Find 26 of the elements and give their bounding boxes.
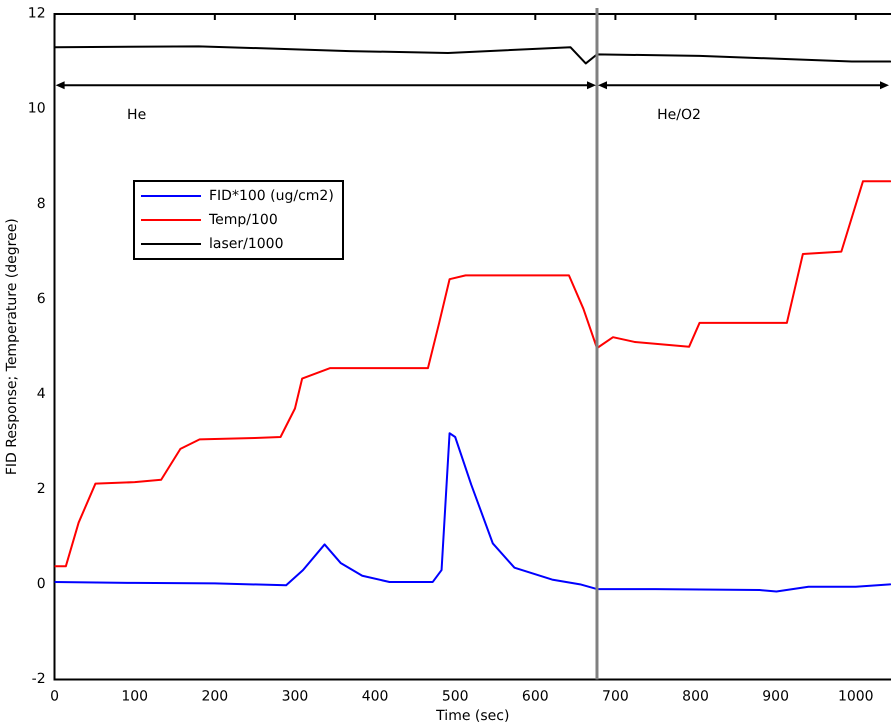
x-axis-title: Time (sec) [435,708,510,724]
annotation: He [127,106,146,123]
x-tick-label: 500 [442,688,469,704]
y-tick-label: 10 [28,100,46,117]
y-tick-label: 6 [36,290,46,307]
annotation: He/O2 [657,106,701,123]
y-tick-label: 8 [36,196,46,212]
y-tick-label: 2 [36,480,46,497]
legend-label: laser/1000 [209,235,284,254]
y-tick-label: -2 [32,671,46,688]
x-tick-label: 100 [121,688,148,704]
x-tick-label: 800 [682,688,709,704]
x-tick-label: 0 [50,688,60,704]
x-tick-label: 1000 [838,688,874,704]
y-tick-label: 0 [36,576,46,592]
legend-label: Temp/100 [209,211,278,230]
x-tick-label: 300 [282,688,308,704]
x-tick-label: 200 [201,688,228,704]
x-tick-label: 900 [762,688,790,704]
y-tick-label: 4 [36,386,46,402]
y-tick-label: 12 [28,6,46,22]
x-tick-label: 700 [602,688,629,704]
x-tick-label: 600 [522,688,549,704]
legend-label: FID*100 (ug/cm2) [209,187,334,206]
x-tick-label: 400 [362,688,388,704]
y-axis-title: FID Response; Temperature (degree) [4,218,20,476]
